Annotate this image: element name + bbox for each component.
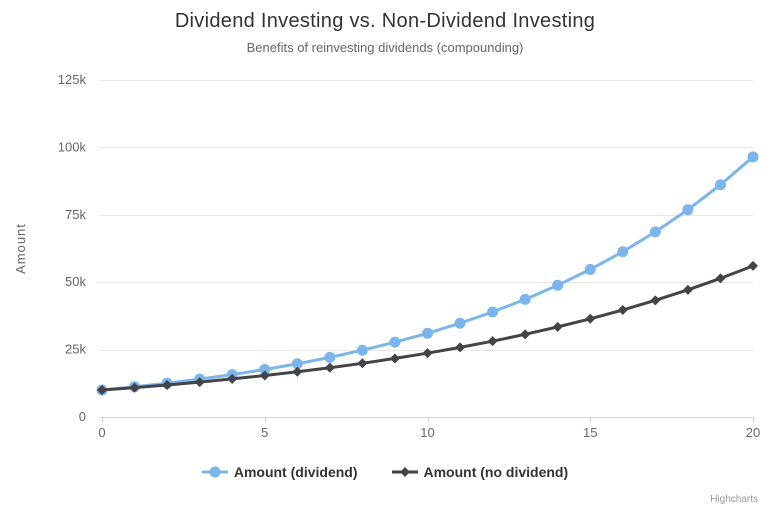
data-point-marker[interactable] xyxy=(422,327,433,339)
x-axis-label: 10 xyxy=(420,425,434,440)
y-axis-title: Amount xyxy=(13,223,28,274)
data-point-marker[interactable] xyxy=(748,260,758,271)
data-point-marker[interactable] xyxy=(617,246,629,258)
data-point-marker[interactable] xyxy=(194,377,205,388)
x-axis-label: 0 xyxy=(98,425,105,440)
data-point-marker[interactable] xyxy=(519,293,531,305)
data-point-marker[interactable] xyxy=(487,306,499,318)
data-point-marker[interactable] xyxy=(650,295,661,306)
data-point-marker[interactable] xyxy=(324,362,335,373)
data-point-marker[interactable] xyxy=(389,336,401,348)
data-point-marker[interactable] xyxy=(454,317,466,329)
legend-item-no-dividend[interactable]: Amount (no dividend) xyxy=(391,464,569,480)
data-point-marker[interactable] xyxy=(291,358,303,370)
data-point-marker[interactable] xyxy=(520,329,531,340)
data-point-marker[interactable] xyxy=(227,373,238,384)
plot-area: 0 25k 50k 75k 100k 125k 0 5 10 15 20 Amount xyxy=(13,72,760,440)
y-axis-label: 25k xyxy=(65,342,86,357)
legend-label-no-dividend: Amount (no dividend) xyxy=(423,464,569,480)
highcharts-credit-link[interactable]: Highcharts xyxy=(710,494,758,505)
data-point-marker[interactable] xyxy=(292,366,303,377)
x-axis-label: 5 xyxy=(261,425,268,440)
y-axis-label: 125k xyxy=(58,72,87,87)
data-point-marker[interactable] xyxy=(455,342,466,353)
data-point-marker[interactable] xyxy=(584,263,596,275)
legend-label-dividend: Amount (dividend) xyxy=(233,464,358,480)
data-point-marker[interactable] xyxy=(617,304,628,315)
data-point-marker[interactable] xyxy=(585,313,596,324)
data-point-marker[interactable] xyxy=(129,382,140,393)
y-axis-label: 50k xyxy=(65,274,86,289)
data-point-marker[interactable] xyxy=(422,348,433,359)
data-point-marker[interactable] xyxy=(747,151,759,163)
data-point-marker[interactable] xyxy=(389,353,400,364)
data-point-marker[interactable] xyxy=(487,336,498,347)
legend-item-dividend[interactable]: Amount (dividend) xyxy=(201,464,358,480)
data-point-marker[interactable] xyxy=(259,370,270,381)
data-point-marker[interactable] xyxy=(162,379,173,390)
chart-title: Dividend Investing vs. Non-Dividend Inve… xyxy=(174,10,596,32)
data-point-marker[interactable] xyxy=(682,204,694,216)
data-point-marker[interactable] xyxy=(259,363,271,375)
data-point-marker[interactable] xyxy=(682,284,693,295)
y-axis-label: 100k xyxy=(58,139,87,154)
data-point-marker[interactable] xyxy=(715,273,726,284)
x-axis-label: 15 xyxy=(583,425,597,440)
data-point-marker[interactable] xyxy=(357,358,368,369)
data-point-marker[interactable] xyxy=(552,279,564,291)
chart-subtitle: Benefits of reinvesting dividends (compo… xyxy=(246,40,524,55)
data-point-marker[interactable] xyxy=(552,321,563,332)
y-axis-label: 0 xyxy=(79,409,86,424)
legend: Amount (dividend) Amount (no dividend) xyxy=(0,464,770,480)
data-point-marker[interactable] xyxy=(649,226,661,238)
y-axis-label: 75k xyxy=(65,207,86,222)
dividend-series-marker-icon xyxy=(201,466,228,478)
x-axis-label: 20 xyxy=(746,425,760,440)
data-point-marker[interactable] xyxy=(324,351,336,363)
data-point-marker[interactable] xyxy=(97,385,107,396)
data-point-marker[interactable] xyxy=(356,344,368,356)
no-dividend-series-marker-icon xyxy=(391,467,418,477)
data-point-marker[interactable] xyxy=(714,179,726,191)
